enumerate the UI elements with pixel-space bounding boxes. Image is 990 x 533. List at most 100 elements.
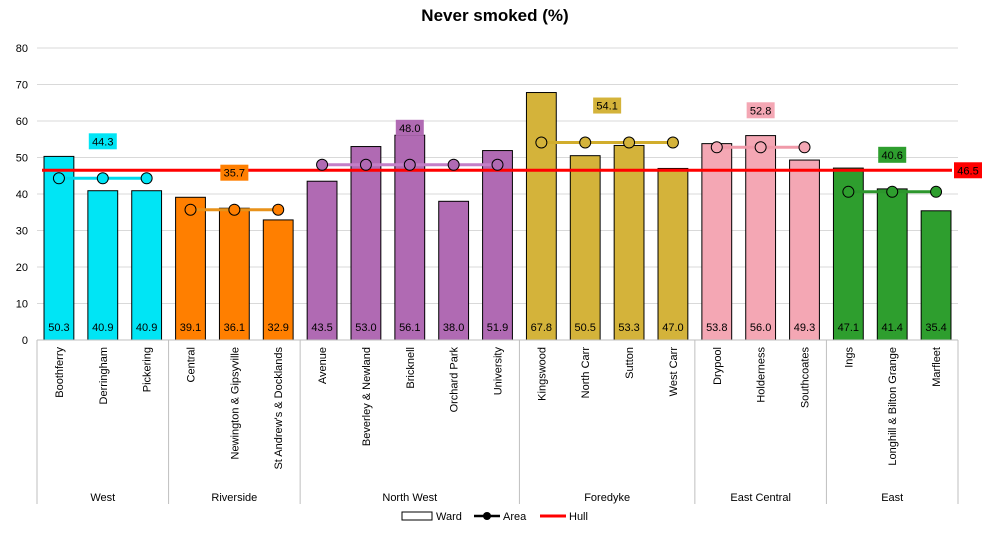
area-marker	[184, 203, 197, 216]
x-tick-label: Pickering	[142, 347, 154, 392]
chart-title: Never smoked (%)	[421, 6, 569, 25]
data-label: 53.0	[355, 322, 376, 334]
bar	[569, 155, 601, 341]
x-tick-label: Newington & Gipsyville	[229, 347, 241, 460]
group-label: East Central	[730, 492, 791, 504]
area-marker	[842, 185, 855, 198]
area-marker	[52, 172, 65, 185]
area-label: 35.7	[224, 168, 245, 180]
data-label: 47.1	[838, 322, 859, 334]
x-tick-label: Boothferry	[54, 347, 66, 398]
bar	[306, 180, 338, 341]
group-label: West	[90, 492, 115, 504]
hull-label: 46.5	[957, 165, 978, 177]
x-tick-label: University	[493, 347, 505, 396]
area-marker	[359, 158, 372, 171]
x-tick-label: Kingswood	[536, 347, 548, 401]
area-label-box	[88, 133, 117, 150]
x-tick-label: Bricknell	[405, 347, 417, 389]
bar	[657, 167, 689, 341]
bar	[218, 207, 250, 341]
legend-ward-label: Ward	[436, 511, 462, 523]
area-marker	[754, 141, 767, 154]
area-label: 54.1	[596, 101, 617, 113]
x-tick-label: Derringham	[98, 347, 110, 404]
x-tick-label: North Carr	[580, 347, 592, 399]
area-marker	[491, 158, 504, 171]
data-label: 56.0	[750, 322, 771, 334]
area-marker	[666, 136, 679, 149]
area-marker	[623, 136, 636, 149]
y-tick-label: 70	[16, 80, 28, 92]
area-label: 44.3	[92, 136, 113, 148]
area-marker	[930, 185, 943, 198]
x-tick-label: Southcoates	[800, 347, 812, 409]
bar	[131, 190, 163, 341]
data-label: 47.0	[662, 322, 683, 334]
y-tick-label: 10	[16, 299, 28, 311]
area-marker	[579, 136, 592, 149]
area-marker	[710, 141, 723, 154]
area-marker	[447, 158, 460, 171]
bar	[525, 92, 557, 341]
area-marker	[228, 203, 241, 216]
area-marker	[316, 158, 329, 171]
bar	[876, 188, 908, 341]
area-label-box	[593, 97, 622, 114]
data-label: 51.9	[487, 322, 508, 334]
x-tick-label: Drypool	[712, 347, 724, 385]
legend-hull-label: Hull	[569, 511, 588, 523]
area-marker	[140, 172, 153, 185]
y-tick-label: 30	[16, 226, 28, 238]
data-label: 53.8	[706, 322, 727, 334]
area-marker	[886, 185, 899, 198]
y-tick-label: 80	[16, 43, 28, 55]
bar	[262, 219, 294, 341]
bar	[175, 196, 206, 341]
group-label: East	[881, 492, 903, 504]
data-label: 38.0	[443, 322, 464, 334]
group-label: Foredyke	[584, 492, 630, 504]
bar	[613, 144, 645, 341]
data-label: 32.9	[268, 322, 289, 334]
area-label: 40.6	[882, 150, 903, 162]
data-label: 36.1	[224, 322, 245, 334]
legend-ward-swatch	[401, 511, 433, 521]
area-label: 48.0	[399, 123, 420, 135]
x-tick-label: St Andrew's & Docklands	[273, 347, 285, 470]
bar	[701, 143, 733, 341]
area-label-box	[878, 146, 907, 163]
x-tick-label: Sutton	[624, 347, 636, 379]
area-label-box	[220, 164, 249, 181]
area-label-box	[395, 119, 424, 136]
data-label: 67.8	[531, 322, 552, 334]
x-tick-label: Orchard Park	[449, 347, 461, 413]
data-label: 56.1	[399, 322, 420, 334]
area-marker	[96, 172, 109, 185]
y-tick-label: 60	[16, 116, 28, 128]
hull-label-box	[954, 162, 982, 179]
data-label: 49.3	[794, 322, 815, 334]
bar	[482, 150, 513, 341]
bar	[745, 135, 777, 341]
area-marker	[403, 158, 416, 171]
y-tick-label: 0	[22, 335, 28, 347]
x-tick-label: Central	[186, 347, 198, 382]
x-tick-label: Avenue	[317, 347, 329, 384]
x-tick-label: Holderness	[756, 347, 768, 403]
area-marker	[535, 136, 548, 149]
data-label: 50.3	[48, 322, 69, 334]
data-label: 39.1	[180, 322, 201, 334]
bar	[438, 200, 470, 341]
x-tick-label: Beverley & Newland	[361, 347, 373, 446]
data-label: 41.4	[882, 322, 903, 334]
bar	[87, 190, 119, 341]
y-tick-label: 50	[16, 153, 28, 165]
area-label: 52.8	[750, 105, 771, 117]
x-tick-label: West Carr	[668, 347, 680, 397]
group-label: Riverside	[211, 492, 257, 504]
bar	[920, 210, 952, 341]
data-label: 50.5	[575, 322, 596, 334]
data-label: 35.4	[925, 322, 946, 334]
